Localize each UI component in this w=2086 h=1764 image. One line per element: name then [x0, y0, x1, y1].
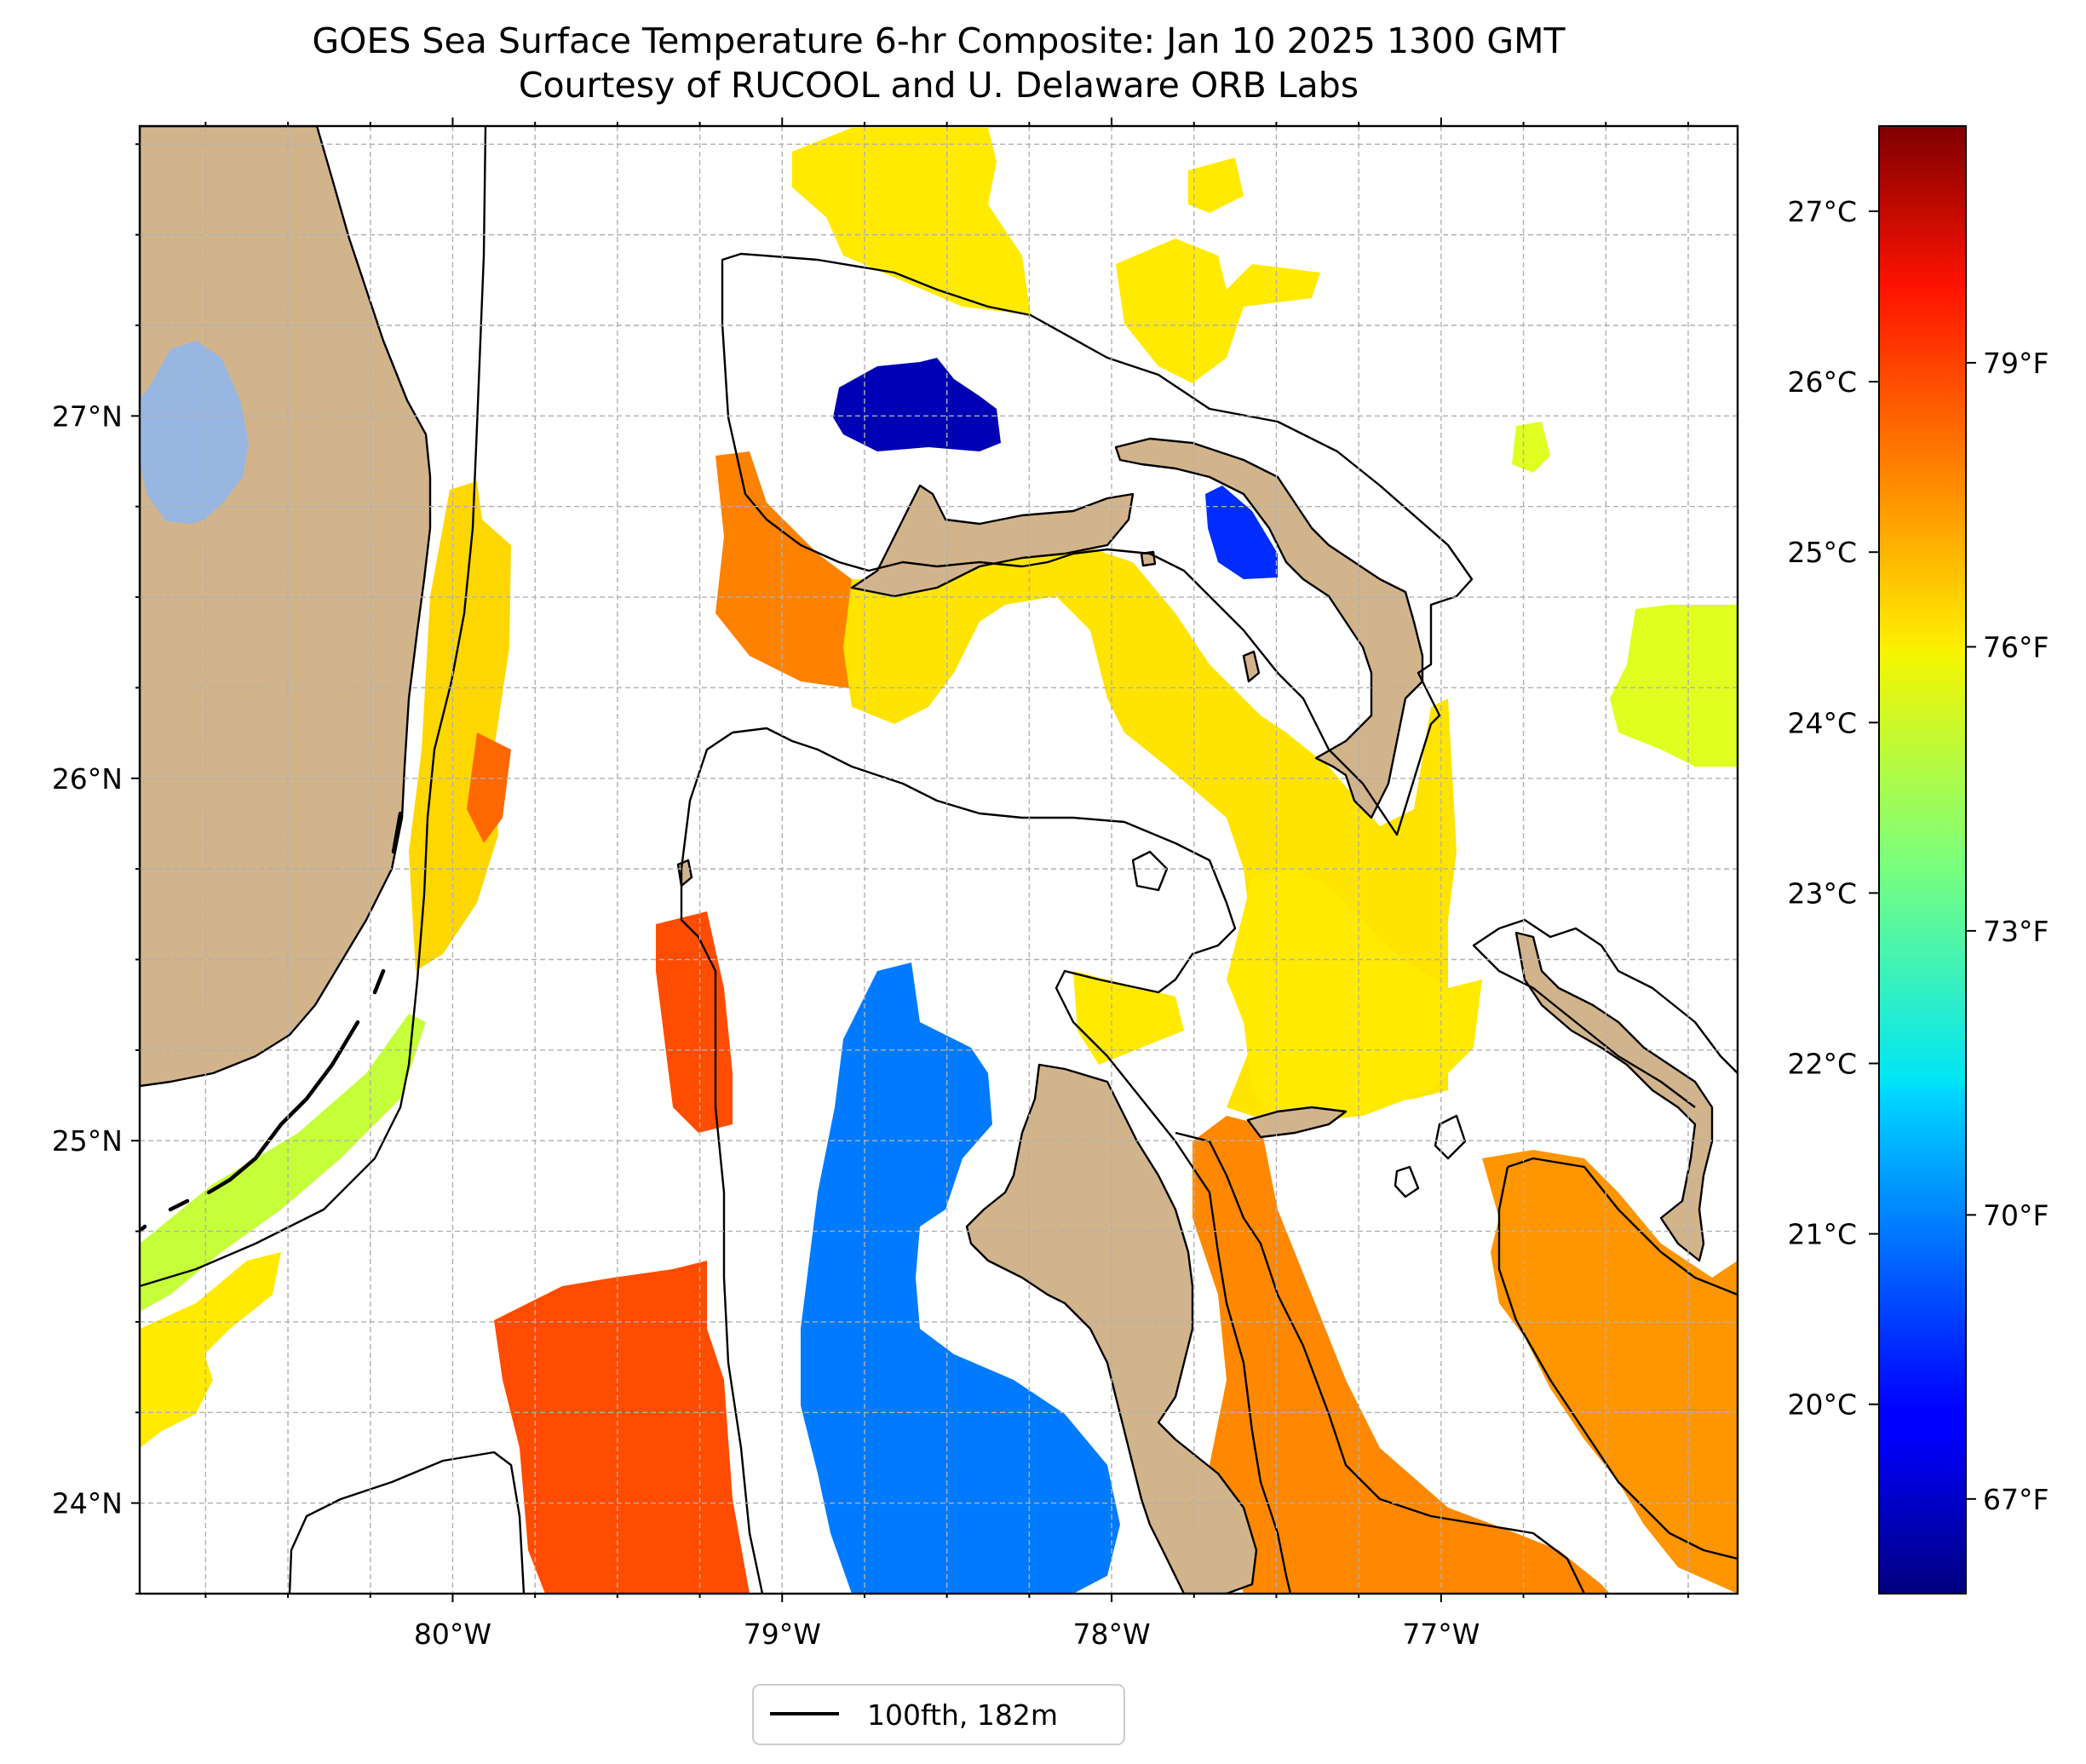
sst-patch-great-bahama-bank-blue	[801, 962, 1120, 1594]
berry-islands	[1242, 650, 1261, 683]
lake-okeechobee	[140, 341, 249, 524]
lon-tick-label: 78°W	[1073, 1617, 1151, 1651]
legend-label: 100fth, 182m	[867, 1698, 1058, 1732]
isobath-little-bahama-bank	[721, 252, 1474, 836]
legend: 100fth, 182m	[752, 1684, 1125, 1745]
lat-tick-label: 24°N	[52, 1487, 123, 1520]
sst-patch-providence-yellow	[1073, 869, 1482, 1124]
isobath-andros-inner	[1175, 1131, 1586, 1594]
title-line-1: GOES Sea Surface Temperature 6-hr Compos…	[312, 20, 1566, 61]
colorbar-label-c: 20°C	[1787, 1388, 1857, 1422]
lat-tick-label: 27°N	[52, 399, 123, 433]
sst-patch-east-lime	[1512, 422, 1738, 767]
isobath-ring-2	[1434, 1114, 1467, 1160]
sst-patch-keys-yellow	[140, 1252, 281, 1448]
map-frame	[138, 124, 1739, 1595]
isobath-cuba-shelf	[288, 1451, 526, 1594]
lat-tick-label: 26°N	[52, 762, 123, 796]
sst-patch-gulfstream-strait	[409, 481, 511, 971]
isobath-florida-shelf	[140, 126, 487, 1288]
colorbar-gradient	[1878, 125, 1967, 1594]
sst-patch-northeast-yellow	[1116, 158, 1320, 383]
keys-islet-1	[372, 968, 386, 995]
colorbar-label-c: 23°C	[1787, 876, 1857, 910]
colorbar-label-f: 70°F	[1983, 1198, 2049, 1232]
sst-patch-bahama-bank-orange	[715, 451, 886, 690]
sst-patch-andros-east-orange	[1192, 1116, 1610, 1594]
colorbar-label-c: 26°C	[1787, 365, 1857, 399]
isobath-great-bahama-bank	[732, 727, 1292, 1594]
colorbar-label-f: 73°F	[1983, 915, 2049, 948]
colorbar: 79°F 76°F 73°F 70°F 67°F 27°C 26°C 25°C 24°C 23°C…	[1787, 125, 2049, 1594]
sst-patch-florida-bay-green	[140, 1014, 426, 1312]
map-plot-area	[140, 126, 1738, 1594]
isobath-ring-3	[1394, 1165, 1420, 1198]
colorbar-label-c: 25°C	[1787, 536, 1857, 569]
isobath-100fth	[140, 126, 1738, 1594]
colorbar-ticks	[1869, 210, 1976, 1500]
great-abaco-island	[1114, 437, 1424, 819]
isobath-eleuthera-outer	[1472, 918, 1738, 1108]
isobath-great-bahama-bank-west	[680, 732, 764, 1594]
sst-patch-straits-orange	[467, 733, 511, 843]
isobath-ring-1	[1131, 850, 1169, 892]
colorbar-label-c: 22°C	[1787, 1047, 1857, 1080]
lon-tick-label: 77°W	[1402, 1617, 1480, 1651]
lon-tick-label: 79°W	[744, 1617, 821, 1651]
sst-patch-abaco-sound-blue	[1205, 486, 1278, 579]
colorbar-label-f: 76°F	[1983, 630, 2049, 664]
colorbar-labels: 79°F 76°F 73°F 70°F 67°F 27°C 26°C 25°C 24°C 23°C…	[1787, 195, 2049, 1516]
sst-patch-cay-sal-orange	[494, 911, 750, 1594]
colorbar-label-c: 27°C	[1787, 195, 1857, 228]
new-providence-island	[1246, 1106, 1348, 1139]
colorbar-label-f: 67°F	[1983, 1483, 2049, 1516]
title-line-2: Courtesy of RUCOOL and U. Delaware ORB L…	[518, 65, 1359, 106]
sst-patch-north-yellow	[792, 128, 1031, 315]
gridlines	[140, 126, 1738, 1594]
sst-layer	[140, 128, 1738, 1594]
lat-tick-label: 25°N	[52, 1124, 123, 1158]
keys-islet-2	[391, 811, 403, 854]
legend-box	[752, 1684, 1125, 1745]
colorbar-label-c: 24°C	[1787, 706, 1857, 739]
figure-title: GOES Sea Surface Temperature 6-hr Compos…	[140, 19, 1738, 107]
sst-patch-west-bank-dark-blue	[833, 358, 1001, 451]
axis-ticks	[131, 118, 1689, 1602]
axis-labels: 80°W 79°W 78°W 77°W 27°N 26°N 25°N 24°N	[52, 399, 1480, 1651]
colorbar-label-f: 79°F	[1983, 347, 2049, 380]
grand-bahama-island	[850, 484, 1135, 598]
isobath-exuma-sound	[1497, 1157, 1738, 1560]
lon-tick-label: 80°W	[414, 1617, 491, 1651]
colorbar-label-c: 21°C	[1787, 1218, 1857, 1251]
